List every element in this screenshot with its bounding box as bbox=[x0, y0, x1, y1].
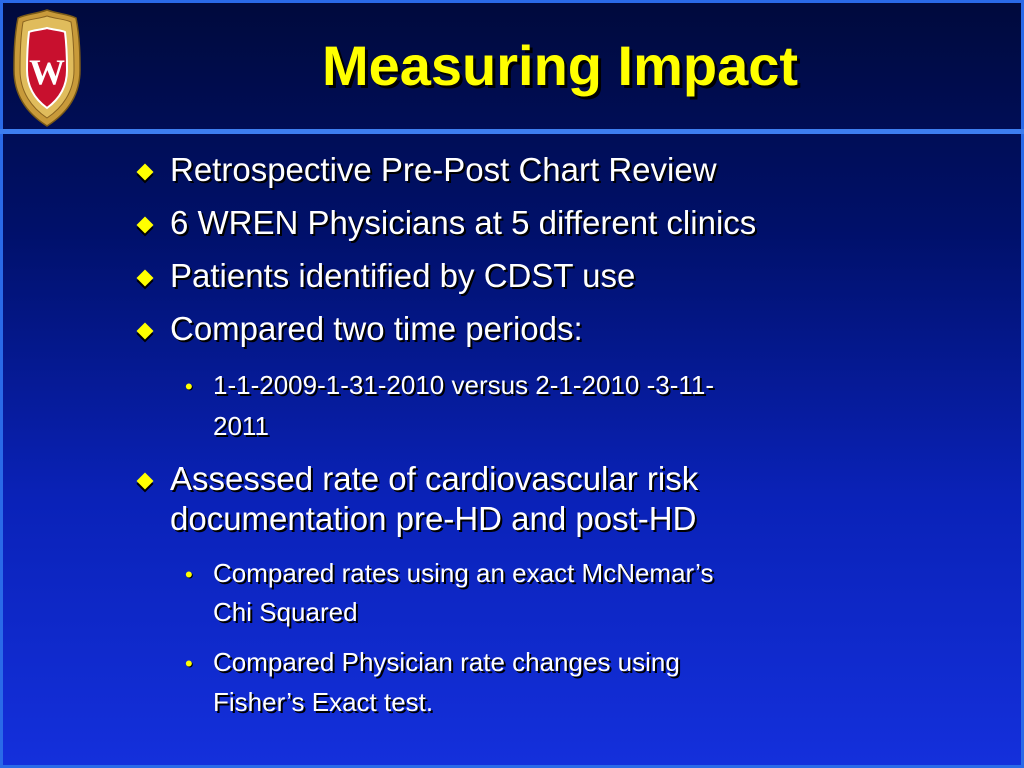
sub-bullet-item-continued: Chi Squared bbox=[213, 597, 358, 627]
diamond-bullet-icon bbox=[136, 472, 154, 490]
round-bullet-icon: • bbox=[185, 562, 193, 587]
bullet-item: Retrospective Pre-Post Chart Review bbox=[170, 151, 717, 188]
frame-bottom-border bbox=[0, 765, 1024, 768]
sub-bullet-item: 1-1-2009-1-31-2010 versus 2-1-2010 -3-11… bbox=[213, 370, 715, 400]
sub-bullet-item-continued: 2011 bbox=[213, 411, 269, 441]
sub-bullet-item: Compared rates using an exact McNemar’s bbox=[213, 558, 714, 588]
sub-bullet-item-continued: Fisher’s Exact test. bbox=[213, 687, 434, 717]
diamond-bullet-icon bbox=[136, 216, 154, 234]
bullet-item: 6 WREN Physicians at 5 different clinics bbox=[170, 204, 757, 241]
frame-top-border bbox=[0, 0, 1024, 3]
university-crest-icon: W bbox=[13, 9, 81, 127]
bullet-item: Assessed rate of cardiovascular risk bbox=[170, 460, 699, 497]
frame-right-border bbox=[1021, 0, 1024, 768]
diamond-bullet-icon bbox=[136, 269, 154, 287]
crest-letter: W bbox=[29, 52, 65, 92]
bullet-item: Compared two time periods: bbox=[170, 310, 583, 347]
diamond-bullet-icon bbox=[136, 163, 154, 181]
slide-title: Measuring Impact bbox=[321, 34, 799, 97]
round-bullet-icon: • bbox=[185, 651, 193, 676]
bullet-item-continued: documentation pre-HD and post-HD bbox=[170, 500, 697, 537]
round-bullet-icon: • bbox=[185, 374, 193, 399]
sub-bullet-item: Compared Physician rate changes using bbox=[213, 647, 680, 677]
bullet-item: Patients identified by CDST use bbox=[170, 257, 636, 294]
frame-left-border bbox=[0, 0, 3, 768]
diamond-bullet-icon bbox=[136, 322, 154, 340]
title-divider bbox=[0, 129, 1024, 134]
